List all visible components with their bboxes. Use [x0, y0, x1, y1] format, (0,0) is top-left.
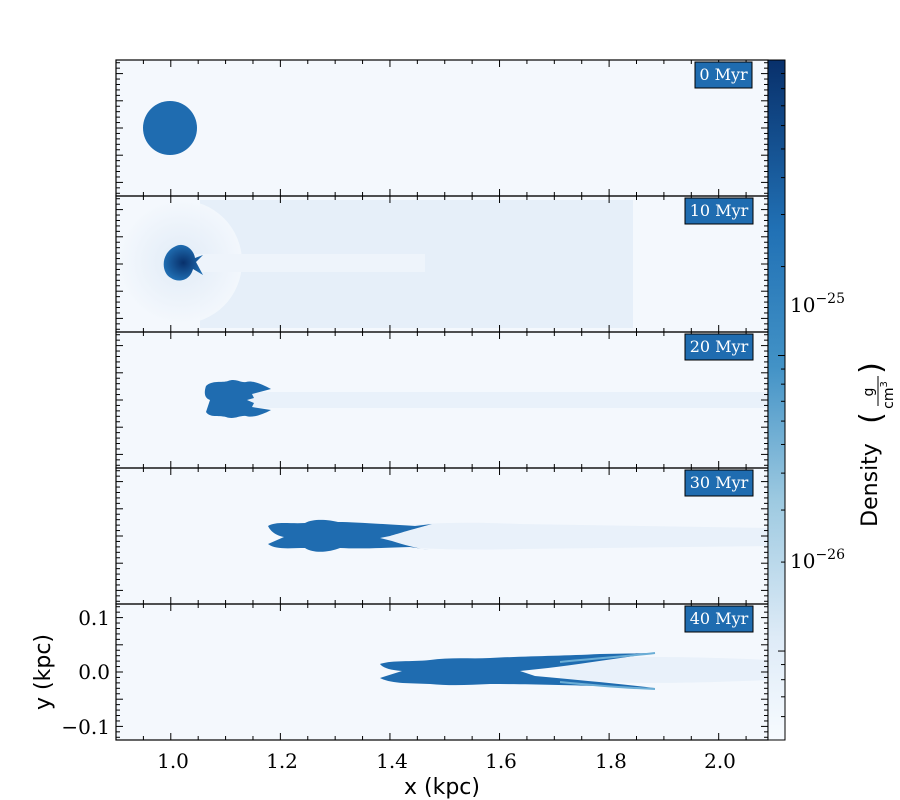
colorbar-tick-exp: −25 [815, 291, 845, 307]
tail [185, 254, 425, 272]
y-tick-label: −0.1 [61, 715, 110, 739]
colorbar-ticks [778, 73, 785, 741]
x-tick-label: 1.0 [157, 749, 189, 773]
time-label: 30 Myr [690, 473, 749, 492]
time-badges: 0 Myr 10 Myr 20 Myr 30 Myr 40 Myr [684, 61, 754, 633]
colorbar-tick-exp: −26 [815, 547, 845, 563]
filament-upper [559, 652, 656, 663]
tail [250, 392, 768, 408]
y-tick-labels: 0.1 0.0 −0.1 [61, 606, 110, 739]
panel-40-myr [116, 604, 768, 740]
x-tick-label: 1.2 [266, 749, 298, 773]
panel-30-myr [116, 468, 768, 604]
time-badge-0: 0 Myr [694, 61, 753, 89]
x-tick-labels: 1.0 1.2 1.4 1.6 1.8 2.0 [157, 749, 736, 773]
cloud [163, 244, 203, 281]
time-badge-20: 20 Myr [684, 333, 754, 361]
time-badge-40: 40 Myr [684, 605, 754, 633]
colorbar-title: Density ( g cm3 ) [854, 362, 897, 527]
colorbar-gradient [767, 59, 786, 741]
cloud [268, 519, 432, 552]
time-badge-10: 10 Myr [684, 197, 754, 225]
cloud [143, 101, 197, 155]
panel-10-myr [116, 196, 768, 332]
time-label: 40 Myr [690, 609, 749, 628]
colorbar-tick-base: 10 [790, 293, 815, 317]
panel-20-myr [116, 332, 768, 468]
y-tick-label: 0.0 [78, 660, 110, 684]
tail [380, 522, 768, 550]
colorbar-paren-right: ) [854, 362, 889, 374]
cloud [380, 653, 655, 688]
colorbar-tick-base: 10 [790, 549, 815, 573]
axis-ticks [115, 60, 768, 740]
x-tick-label: 2.0 [704, 749, 736, 773]
unit-den-exp: 3 [879, 381, 890, 387]
colorbar-tick-label: 10−26 [790, 547, 845, 573]
time-label: 10 Myr [690, 201, 749, 220]
panel-background [116, 60, 768, 196]
time-label: 0 Myr [699, 65, 748, 84]
x-tick-label: 1.8 [595, 749, 627, 773]
time-label: 20 Myr [690, 337, 749, 356]
panel-0-myr [116, 60, 768, 196]
x-axis-title: x (kpc) [404, 775, 480, 800]
colorbar: 10−25 10−26 Density ( g cm3 ) [767, 59, 897, 741]
colorbar-paren-left: ( [854, 412, 889, 424]
colorbar-unit-num: g [861, 388, 877, 397]
x-tick-label: 1.4 [376, 749, 408, 773]
y-axis-title: y (kpc) [31, 634, 56, 710]
tail [560, 657, 768, 683]
y-tick-label: 0.1 [78, 606, 110, 630]
cloud [204, 380, 271, 418]
x-tick-label: 1.6 [485, 749, 517, 773]
unit-den-base: cm [881, 388, 897, 409]
colorbar-unit-den: cm3 [879, 381, 897, 409]
colorbar-label: Density [858, 443, 883, 527]
colorbar-tick-label: 10−25 [790, 291, 845, 317]
time-badge-30: 30 Myr [684, 469, 754, 497]
filament-lower [559, 681, 656, 690]
